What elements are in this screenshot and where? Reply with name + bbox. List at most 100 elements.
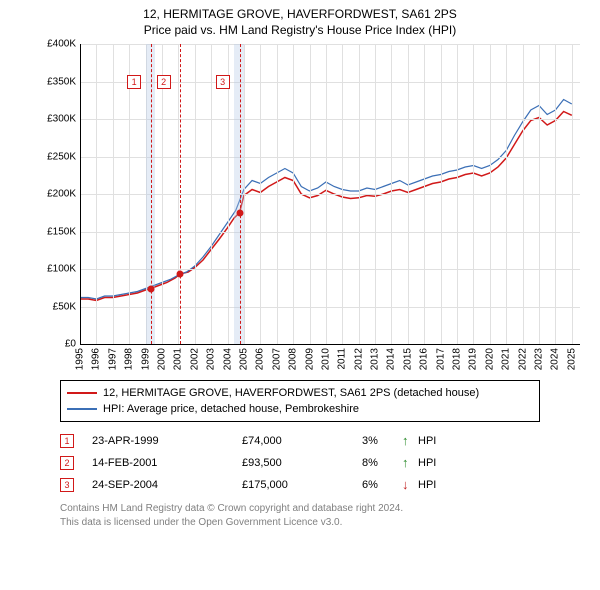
annotation-suffix: HPI [418, 452, 436, 474]
sale-date-dash [151, 44, 152, 344]
x-axis-label: 2020 [484, 348, 495, 370]
annotation-price: £93,500 [242, 452, 362, 474]
y-axis-line [80, 44, 81, 344]
gridline-v [506, 44, 507, 344]
annotation-price: £175,000 [242, 474, 362, 496]
x-axis-label: 2013 [370, 348, 381, 370]
sale-marker [147, 285, 154, 292]
x-axis-label: 2007 [271, 348, 282, 370]
y-axis-label: £150K [47, 226, 80, 237]
x-axis-label: 2012 [353, 348, 364, 370]
y-axis-label: £250K [47, 151, 80, 162]
annotation-date: 23-APR-1999 [92, 430, 242, 452]
gridline-v [539, 44, 540, 344]
gridline-v [129, 44, 130, 344]
x-axis-line [80, 344, 580, 345]
gridline-v [211, 44, 212, 344]
annotation-price: £74,000 [242, 430, 362, 452]
x-axis-label: 1996 [91, 348, 102, 370]
sale-marker [236, 209, 243, 216]
gridline-v [359, 44, 360, 344]
legend-box: 12, HERMITAGE GROVE, HAVERFORDWEST, SA61… [60, 380, 540, 422]
plot-region: £0£50K£100K£150K£200K£250K£300K£350K£400… [80, 44, 580, 344]
chart-area: £0£50K£100K£150K£200K£250K£300K£350K£400… [40, 44, 590, 374]
x-axis-label: 2025 [566, 348, 577, 370]
arrow-up-icon: ↑ [402, 452, 418, 474]
legend-item: 12, HERMITAGE GROVE, HAVERFORDWEST, SA61… [67, 385, 533, 401]
gridline-v [457, 44, 458, 344]
x-axis-label: 2011 [337, 348, 348, 370]
gridline-v [293, 44, 294, 344]
gridline-v [441, 44, 442, 344]
legend-swatch [67, 408, 97, 410]
sale-marker [177, 270, 184, 277]
y-axis-label: £400K [47, 39, 80, 50]
x-axis-label: 2010 [320, 348, 331, 370]
annotation-number-box: 2 [60, 456, 74, 470]
x-axis-label: 2004 [222, 348, 233, 370]
chart-title-line2: Price paid vs. HM Land Registry's House … [10, 22, 590, 38]
x-axis-label: 2016 [419, 348, 430, 370]
annotation-table: 1 23-APR-1999£74,0003%↑HPI 2 14-FEB-2001£93… [60, 430, 590, 496]
x-axis-label: 2024 [550, 348, 561, 370]
y-axis-label: £300K [47, 114, 80, 125]
annotation-suffix: HPI [418, 474, 436, 496]
gridline-v [228, 44, 229, 344]
annotation-date: 14-FEB-2001 [92, 452, 242, 474]
x-axis-label: 2018 [452, 348, 463, 370]
annotation-suffix: HPI [418, 430, 436, 452]
legend-label: HPI: Average price, detached house, Pemb… [103, 401, 359, 417]
annotation-row: 2 14-FEB-2001£93,5008%↑HPI [60, 452, 590, 474]
x-axis-label: 2006 [255, 348, 266, 370]
annotation-pct: 3% [362, 430, 402, 452]
gridline-v [572, 44, 573, 344]
gridline-v [162, 44, 163, 344]
legend-item: HPI: Average price, detached house, Pemb… [67, 401, 533, 417]
annotation-row: 324-SEP-2004£175,0006%↓HPI [60, 474, 590, 496]
gridline-v [310, 44, 311, 344]
arrow-down-icon: ↓ [402, 474, 418, 496]
x-axis-label: 1999 [140, 348, 151, 370]
x-axis-label: 1995 [75, 348, 86, 370]
gridline-v [96, 44, 97, 344]
gridline-v [555, 44, 556, 344]
gridline-v [195, 44, 196, 344]
x-axis-label: 1998 [124, 348, 135, 370]
gridline-v [326, 44, 327, 344]
sale-date-dash [240, 44, 241, 344]
y-axis-label: £100K [47, 264, 80, 275]
chart-annotation-2: 2 [157, 75, 171, 89]
gridline-v [473, 44, 474, 344]
sale-date-dash [180, 44, 181, 344]
annotation-row: 123-APR-1999£74,0003%↑HPI [60, 430, 590, 452]
x-axis-label: 2021 [501, 348, 512, 370]
gridline-v [523, 44, 524, 344]
x-axis-label: 2023 [534, 348, 545, 370]
x-axis-label: 1997 [107, 348, 118, 370]
annotation-pct: 8% [362, 452, 402, 474]
x-axis-label: 2017 [435, 348, 446, 370]
x-axis-label: 2014 [386, 348, 397, 370]
x-axis-label: 2005 [238, 348, 249, 370]
x-axis-label: 2019 [468, 348, 479, 370]
gridline-v [342, 44, 343, 344]
footer-line2: This data is licensed under the Open Gov… [60, 516, 590, 530]
gridline-v [113, 44, 114, 344]
y-axis-label: £200K [47, 189, 80, 200]
gridline-v [391, 44, 392, 344]
annotation-pct: 6% [362, 474, 402, 496]
footer-attribution: Contains HM Land Registry data © Crown c… [60, 502, 590, 530]
x-axis-label: 2003 [206, 348, 217, 370]
annotation-number-box: 1 [60, 434, 74, 448]
x-axis-label: 2008 [288, 348, 299, 370]
gridline-v [178, 44, 179, 344]
x-axis-label: 2001 [173, 348, 184, 370]
gridline-v [244, 44, 245, 344]
annotation-date: 24-SEP-2004 [92, 474, 242, 496]
x-axis-label: 2015 [402, 348, 413, 370]
gridline-v [277, 44, 278, 344]
chart-annotation-1: 1 [127, 75, 141, 89]
legend-label: 12, HERMITAGE GROVE, HAVERFORDWEST, SA61… [103, 385, 479, 401]
legend-swatch [67, 392, 97, 394]
x-axis-label: 2002 [189, 348, 200, 370]
